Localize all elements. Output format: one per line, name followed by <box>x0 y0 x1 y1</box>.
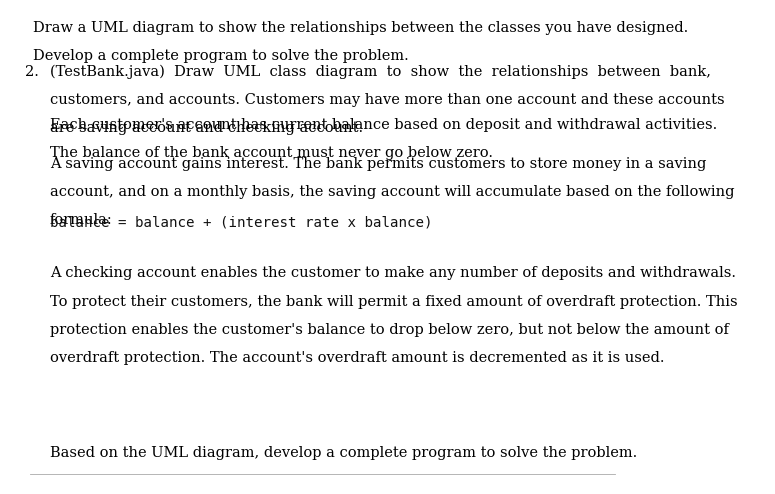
Text: A checking account enables the customer to make any number of deposits and withd: A checking account enables the customer … <box>50 266 736 281</box>
Text: Develop a complete program to solve the problem.: Develop a complete program to solve the … <box>33 49 408 63</box>
Text: Draw a UML diagram to show the relationships between the classes you have design: Draw a UML diagram to show the relations… <box>33 21 688 35</box>
Text: overdraft protection. The account's overdraft amount is decremented as it is use: overdraft protection. The account's over… <box>50 351 664 365</box>
Text: Based on the UML diagram, develop a complete program to solve the problem.: Based on the UML diagram, develop a comp… <box>50 446 637 460</box>
Text: are saving account and checking account.: are saving account and checking account. <box>50 121 363 135</box>
Text: protection enables the customer's balance to drop below zero, but not below the : protection enables the customer's balanc… <box>50 323 728 337</box>
Text: formula:: formula: <box>50 213 112 228</box>
Text: customers, and accounts. Customers may have more than one account and these acco: customers, and accounts. Customers may h… <box>50 93 725 107</box>
Text: Each customer's account has current balance based on deposit and withdrawal acti: Each customer's account has current bala… <box>50 118 717 132</box>
Text: account, and on a monthly basis, the saving account will accumulate based on the: account, and on a monthly basis, the sav… <box>50 185 735 199</box>
Text: To protect their customers, the bank will permit a fixed amount of overdraft pro: To protect their customers, the bank wil… <box>50 294 738 309</box>
Text: 2.: 2. <box>25 65 39 79</box>
Text: A saving account gains interest. The bank permits customers to store money in a : A saving account gains interest. The ban… <box>50 157 706 171</box>
Text: The balance of the bank account must never go below zero.: The balance of the bank account must nev… <box>50 146 493 161</box>
Text: balance = balance + (interest rate x balance): balance = balance + (interest rate x bal… <box>50 215 432 229</box>
Text: (TestBank.java)  Draw  UML  class  diagram  to  show  the  relationships  betwee: (TestBank.java) Draw UML class diagram t… <box>50 65 711 79</box>
